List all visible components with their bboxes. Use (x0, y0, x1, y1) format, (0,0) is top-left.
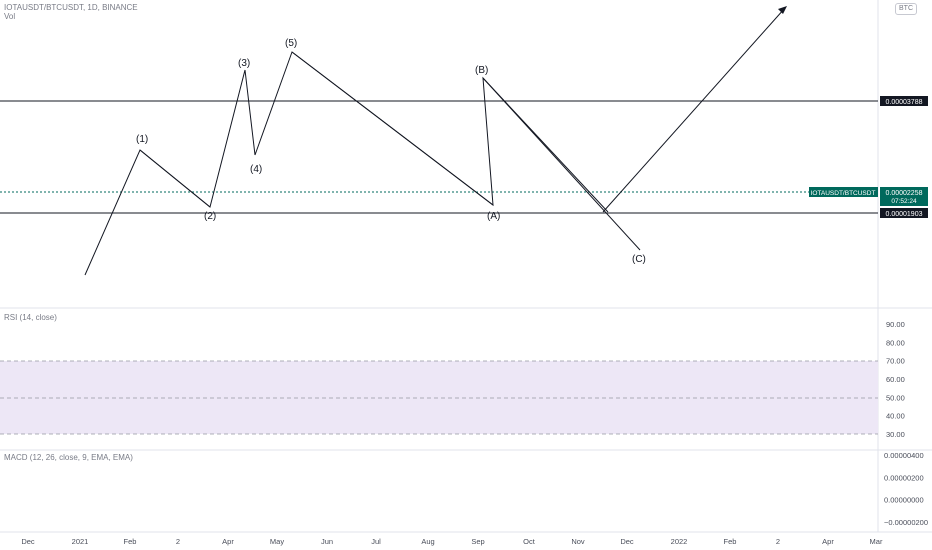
time-tick-label: Mar (870, 537, 883, 546)
rsi-tick-label: 30.00 (886, 430, 905, 439)
rsi-tick-label: 40.00 (886, 412, 905, 421)
rsi-tick-label: 50.00 (886, 393, 905, 402)
wave-label: (3) (238, 58, 250, 69)
symbol-tag-text: IOTAUSDT/BTCUSDT (811, 190, 876, 197)
resistance-tag-text: 0.00003788 (886, 99, 923, 106)
wave-c-line (482, 77, 641, 251)
time-tick-label: Apr (222, 537, 234, 546)
volume-label: Vol (4, 12, 16, 21)
wave-label: (2) (204, 211, 216, 222)
symbol-tag (809, 187, 878, 197)
support-tag-text: 0.00001903 (886, 211, 923, 218)
wave-label: (A) (487, 211, 500, 222)
time-tick-label: Sep (471, 537, 484, 546)
symbol-header: IOTAUSDT/BTCUSDT, 1D, BINANCE (4, 3, 138, 12)
time-tick-label: 2 (176, 537, 180, 546)
rsi-tick-label: 80.00 (886, 338, 905, 347)
wave-label: (C) (632, 254, 646, 265)
rsi-tick-label: 60.00 (886, 375, 905, 384)
countdown-text: 07:52:24 (891, 198, 917, 205)
time-tick-label: Aug (421, 537, 434, 546)
time-tick-label: Feb (724, 537, 737, 546)
time-tick-label: Jul (371, 537, 381, 546)
time-tick-label: 2 (776, 537, 780, 546)
rsi-axis: 90.00 80.00 70.00 60.00 50.00 40.00 30.00 (886, 320, 905, 439)
wave-label: (1) (136, 134, 148, 145)
currency-badge[interactable]: BTC (895, 3, 917, 15)
projection-arrow[interactable] (602, 7, 786, 213)
wave-line (139, 149, 211, 208)
macd-tick-label: 0.00000400 (884, 451, 924, 460)
macd-tick-label: −0.00000200 (884, 518, 928, 527)
rsi-band (0, 361, 878, 434)
macd-tick-label: 0.00000200 (884, 473, 924, 482)
time-tick-label: Dec (620, 537, 634, 546)
wave-label: (5) (285, 38, 297, 49)
resistance-tag (880, 96, 928, 106)
time-tick-label: Dec (21, 537, 35, 546)
time-tick-label: Feb (124, 537, 137, 546)
current-price-text: 0.00002258 (886, 190, 923, 197)
macd-axis: 0.00000400 0.00000200 0.00000000 −0.0000020… (884, 451, 928, 527)
time-tick-label: Nov (571, 537, 585, 546)
rsi-label: RSI (14, close) (4, 313, 57, 322)
time-tick-label: Oct (523, 537, 536, 546)
time-tick-label: Apr (822, 537, 834, 546)
time-tick-label: Jun (321, 537, 333, 546)
elliott-wave-path[interactable] (84, 51, 609, 276)
time-tick-label: 2021 (72, 537, 89, 546)
macd-tick-label: 0.00000000 (884, 496, 924, 505)
time-axis: Dec 2021 Feb 2 Apr May Jun Jul Aug Sep Oct Nov Dec 20… (21, 537, 883, 546)
support-tag (880, 208, 928, 218)
macd-label: MACD (12, 26, close, 9, EMA, EMA) (4, 453, 133, 462)
time-tick-label: May (270, 537, 284, 546)
rsi-tick-label: 90.00 (886, 320, 905, 329)
time-tick-label: 2022 (671, 537, 688, 546)
wave-trendline (291, 51, 494, 206)
current-price-tag (880, 187, 928, 206)
rsi-tick-label: 70.00 (886, 357, 905, 366)
wave-label: (4) (250, 164, 262, 175)
arrow-head-icon (778, 6, 787, 14)
wave-label: (B) (475, 65, 488, 76)
